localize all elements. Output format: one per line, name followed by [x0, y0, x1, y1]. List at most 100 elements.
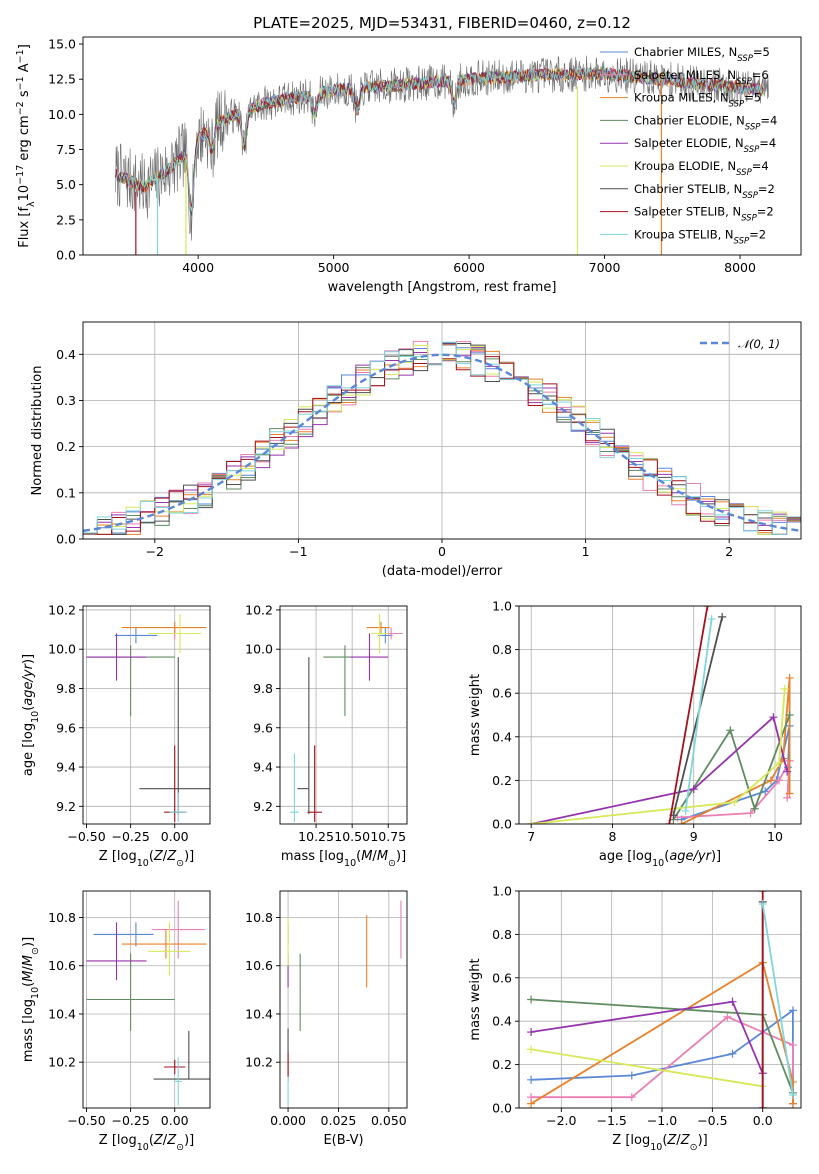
x-tick-label: −2: [146, 544, 164, 559]
y-tick-label: 0.8: [492, 927, 512, 942]
y-tick-label: 9.8: [56, 681, 76, 696]
data-point-marker: [780, 684, 789, 693]
plot-area: [86, 900, 210, 1106]
axes-frame: [82, 36, 802, 256]
errorbar-salpeter-elodie: [86, 633, 147, 681]
data-point-marker: [785, 711, 794, 719]
y-tick-label: 0.0: [56, 248, 76, 263]
x-axis-label: Z [log10(Z/Z⊙)]: [99, 1133, 194, 1153]
data-point-marker: [775, 758, 784, 767]
x-tick-label: 0.025: [321, 1113, 357, 1128]
data-point-marker: [788, 1099, 797, 1108]
x-axis-label: Z [log10(Z/Z⊙)]: [99, 849, 194, 869]
plot-area: [527, 891, 797, 1108]
x-tick-label: 0.050: [371, 1113, 407, 1128]
y-tick-label: 10.4: [48, 1006, 76, 1021]
data-point-marker: [527, 1075, 536, 1084]
y-tick-label: 0.8: [492, 642, 512, 657]
legend-entry: Salpeter MILES, NSSP=6: [634, 68, 769, 87]
data-point-marker: [627, 1093, 636, 1102]
mass-vs-ebv-panel: 0.000 0.025 0.050 10.2 10.4 10.6 10.8 E(B-V): [245, 890, 408, 1148]
data-point-marker: [761, 787, 770, 796]
legend: Chabrier MILES, NSSP=5 Salpeter MILES, NS…: [600, 45, 777, 246]
data-point-marker: [527, 995, 536, 1004]
series-line: [668, 606, 709, 824]
x-tick-label: −2.0: [546, 1113, 576, 1128]
errorbar-salpeter-miles: [151, 900, 205, 959]
series-salpeter-stelib: [758, 891, 767, 1108]
errorbar-chabrier-miles: [93, 922, 154, 947]
legend-entry: 𝒩(0, 1): [738, 337, 780, 351]
legend-entry: Chabrier MILES, NSSP=5: [634, 45, 770, 64]
x-axis-label: mass [log10(M/M⊙)]: [281, 849, 406, 869]
x-tick-label: 7000: [589, 260, 621, 275]
y-tick-label: 9.8: [253, 681, 273, 696]
data-point-marker: [527, 1028, 536, 1037]
x-tick-label: 5000: [318, 260, 350, 275]
y-tick-label: 1.0: [492, 599, 512, 614]
y-tick-label: 0.4: [492, 729, 512, 744]
x-tick-label: 8: [608, 829, 616, 844]
x-tick-label: 0.00: [161, 1113, 189, 1128]
mass-weight-vs-metallicity-panel: −2.0 −1.5 −1.0 −0.5 0.0 0.0 0.2 0.4 0.6 0.8 1.0 Z […: [468, 884, 802, 1153]
y-axis-label: mass [log10(M/M⊙)]: [21, 937, 41, 1062]
normal-distribution-curve: [83, 353, 801, 533]
x-tick-label: 10: [767, 829, 783, 844]
data-point-marker: [707, 615, 716, 624]
y-axis-label: age [log10(age/yr)]: [21, 654, 41, 776]
legend-entry: Salpeter ELODIE, NSSP=4: [634, 136, 776, 155]
series-line: [684, 618, 713, 812]
errorbar-kroupa-elodie: [148, 922, 191, 976]
y-tick-label: 0.2: [492, 1057, 512, 1072]
y-tick-label: 0.4: [56, 347, 76, 362]
series-kroupa-elodie: [527, 684, 789, 824]
x-tick-label: −1: [289, 544, 307, 559]
y-tick-label: 7.5: [56, 142, 76, 157]
x-tick-label: 0: [438, 544, 446, 559]
axes-frame: [82, 890, 211, 1109]
data-point-marker: [769, 713, 778, 722]
errorbar-kroupa-elodie: [148, 613, 202, 654]
series-line: [530, 1048, 763, 1088]
data-point-marker: [527, 1045, 536, 1054]
x-tick-label: 8000: [724, 260, 756, 275]
data-point-marker: [627, 1071, 636, 1080]
x-tick-label: −1.0: [647, 1113, 677, 1128]
model-kroupa-stelib-line: [115, 65, 764, 211]
data-point-marker: [746, 809, 755, 818]
x-axis-label: E(B-V): [323, 1133, 363, 1148]
data-point-marker: [758, 1104, 767, 1108]
legend-entry: Kroupa STELIB, NSSP=2: [634, 227, 766, 246]
residual-histogram-panel: −2 −1 0 1 2 0.0 0.1 0.2 0.3 0.4 (data-model)/error…: [30, 321, 802, 579]
x-axis-label: wavelength [Angstrom, rest frame]: [328, 280, 557, 295]
age-vs-mass-panel: 10.25 10.50 10.75 9.2 9.4 9.6 9.8 10.0 10.2 mass …: [245, 602, 408, 869]
data-point-marker: [665, 820, 674, 824]
data-point-marker: [758, 900, 767, 909]
axes-frame: [82, 605, 211, 825]
x-axis-label: age [log10(age/yr)]: [599, 849, 721, 869]
errorbar-chabrier-elodie: [323, 645, 353, 716]
y-tick-label: 10.6: [48, 958, 76, 973]
y-tick-label: 0.2: [56, 439, 76, 454]
y-tick-label: 9.2: [56, 799, 76, 814]
x-axis-label: (data-model)/error: [382, 564, 503, 579]
data-point-marker: [775, 776, 784, 785]
y-tick-label: 10.2: [245, 1055, 273, 1070]
y-tick-label: 15.0: [48, 37, 76, 52]
y-tick-label: 9.2: [253, 799, 273, 814]
x-tick-label: −0.50: [67, 829, 105, 844]
legend-entry: Kroupa MILES, NSSP=5: [634, 91, 761, 110]
y-tick-label: 0.4: [492, 1014, 512, 1029]
x-tick-label: −1.5: [596, 1113, 626, 1128]
data-point-marker: [728, 997, 737, 1006]
histogram-kroupa-stelib-steps: [83, 341, 801, 535]
data-point-marker: [681, 806, 690, 815]
plot-area: [527, 606, 794, 824]
errorbar-salpeter-elodie: [86, 922, 147, 981]
series-salpeter-stelib: [665, 606, 712, 824]
y-tick-label: 2.5: [56, 212, 76, 227]
data-point-marker: [726, 726, 735, 735]
x-tick-label: 0.0: [753, 1113, 773, 1128]
x-tick-label: −0.25: [111, 1113, 149, 1128]
x-tick-label: 6000: [453, 260, 485, 275]
